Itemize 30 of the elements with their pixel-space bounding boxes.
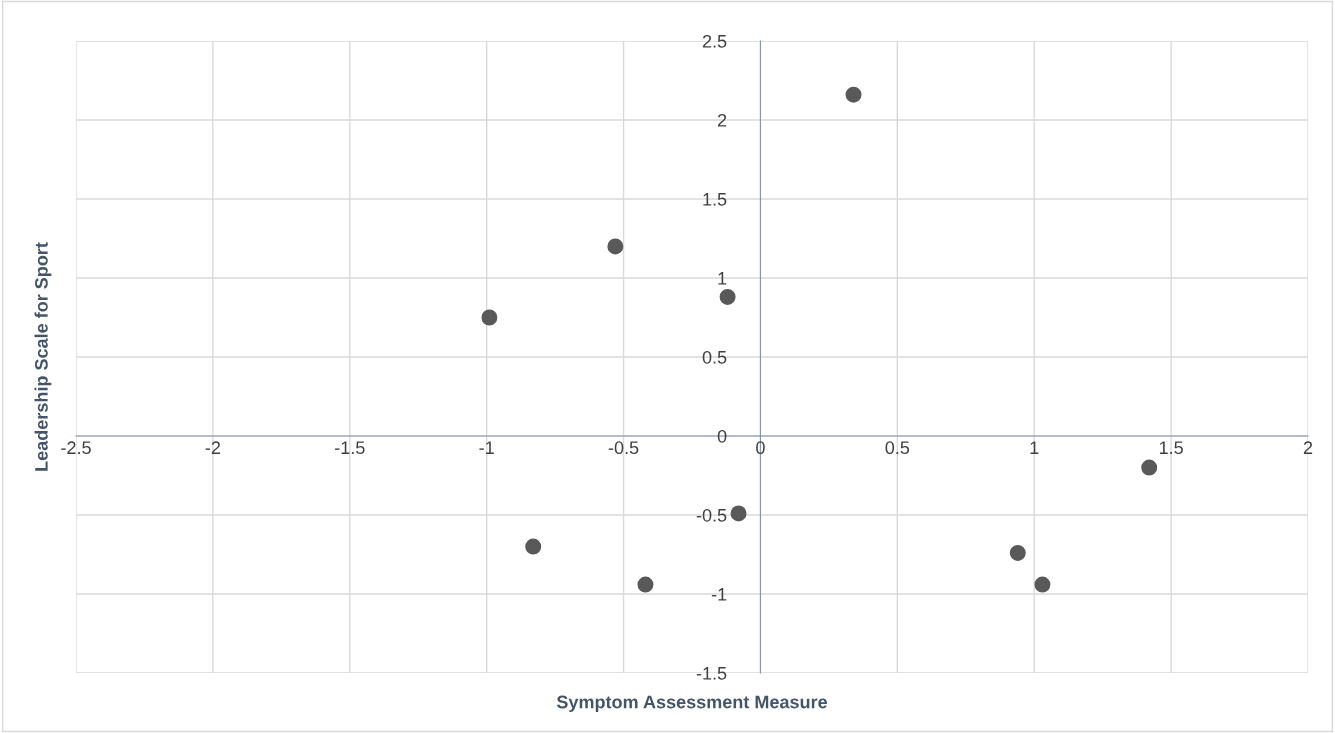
y-tick-label: 0.5 — [702, 350, 727, 364]
x-tick-label: -1.5 — [335, 441, 365, 455]
point — [1141, 459, 1158, 476]
x-tick-label: 1 — [1030, 441, 1039, 454]
point — [637, 576, 654, 593]
y-tick-label: 2.5 — [702, 34, 727, 48]
x-axis-title: Symptom Assessment Measure — [556, 695, 828, 712]
y-tick-label: -1 — [711, 588, 727, 601]
x-tick-label: 1.5 — [1159, 441, 1183, 455]
point — [525, 538, 542, 555]
point — [730, 505, 747, 522]
y-tick-label: -0.5 — [696, 508, 727, 522]
y-tick-label: 1.5 — [703, 193, 727, 206]
y-tick-label: 1 — [718, 272, 727, 285]
point — [1009, 544, 1026, 561]
x-tick-label: -0.5 — [608, 441, 639, 455]
x-tick-label: 2 — [1303, 441, 1313, 454]
point — [1034, 576, 1051, 593]
point — [607, 238, 624, 255]
y-tick-label: 0 — [717, 429, 727, 443]
y-tick-label: -1.5 — [696, 667, 727, 680]
point — [719, 288, 736, 305]
x-tick-label: -1 — [479, 441, 494, 454]
x-tick-label: -2 — [205, 441, 221, 454]
y-tick-label: 2 — [717, 113, 727, 127]
x-tick-label: -2.5 — [61, 441, 91, 455]
point — [481, 309, 498, 326]
point — [845, 86, 862, 103]
x-tick-label: 0.5 — [885, 441, 910, 455]
y-axis-title: Leadership Scale for Sport — [34, 242, 52, 471]
